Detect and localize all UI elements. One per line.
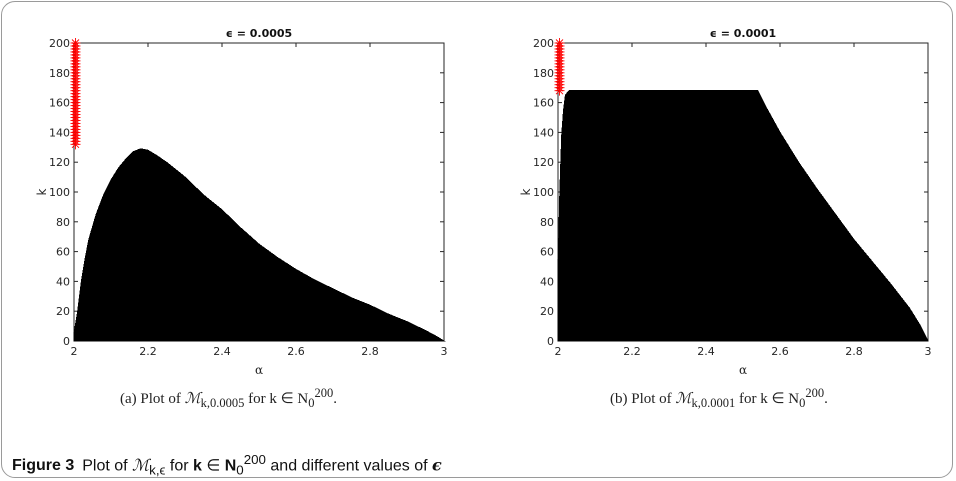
x-axis-label: α <box>255 363 263 377</box>
caption-variable: k <box>192 457 202 475</box>
y-tick-label: 200 <box>49 37 70 50</box>
x-axis-label: α <box>739 363 747 377</box>
subcaption-text: for k ∈ N <box>244 391 309 407</box>
x-tick-label: 2.4 <box>213 345 231 358</box>
feasible-region <box>557 90 929 342</box>
caption-symbol: ℳ <box>132 455 150 475</box>
feasible-region <box>73 148 446 342</box>
figure-label: Figure 3 <box>12 457 75 475</box>
x-tick-label: 2.8 <box>361 345 379 358</box>
caption-text: ∈ <box>201 457 225 475</box>
y-tick-label: 180 <box>533 67 554 80</box>
subcaption-symbol: ℳ <box>675 389 692 407</box>
y-tick-label: 80 <box>540 216 554 229</box>
y-tick-label: 140 <box>49 126 70 139</box>
subcaption-symbol: ℳ <box>184 389 201 407</box>
figure-caption: Figure 3 Plot of ℳk,ϵ for k ∈ N0200 and d… <box>12 452 442 478</box>
data-layer <box>554 38 929 342</box>
y-tick-label: 0 <box>547 335 554 348</box>
marker-stroke <box>555 39 564 47</box>
red-star-marker <box>70 38 81 48</box>
y-tick-label: 200 <box>533 37 554 50</box>
y-tick-label: 80 <box>56 216 70 229</box>
subcaption-subscript: 0 <box>308 396 315 410</box>
caption-superscript: 200 <box>243 452 266 467</box>
chart-title: ϵ = 0.0001 <box>710 27 776 40</box>
x-tick-label: 3 <box>441 345 448 358</box>
x-tick-label: 2.6 <box>771 345 789 358</box>
y-tick-label: 40 <box>540 275 554 288</box>
y-axis-label: k <box>35 188 49 195</box>
chart-epsilon-0-0001: ϵ = 0.0001 2 2.2 2.4 2.6 2.8 3 0 20 40 60 80 100 120… <box>519 27 932 377</box>
caption-text: for <box>165 457 193 475</box>
marker-stroke <box>71 39 80 47</box>
x-tick-label: 2.2 <box>139 345 157 358</box>
y-tick-label: 20 <box>56 305 70 318</box>
subcaption-a: (a) Plot of ℳk,0.0005 for k ∈ N0200. <box>120 386 337 411</box>
caption-subscript: k,ϵ <box>149 462 166 478</box>
red-star-marker <box>554 38 565 48</box>
subcaption-text: for k ∈ N <box>735 391 800 407</box>
caption-subscript: 0 <box>236 462 244 478</box>
chart-epsilon-0-0005: ϵ = 0.0005 2 2.2 2.4 2.6 2.8 3 0 20 40 60 80 100 120… <box>35 27 448 377</box>
x-tick-label: 2.2 <box>623 345 641 358</box>
y-tick-label: 160 <box>533 97 554 110</box>
y-tick-label: 180 <box>49 67 70 80</box>
y-tick-label: 0 <box>63 335 70 348</box>
y-tick-label: 160 <box>49 97 70 110</box>
x-tick-label: 2 <box>71 345 78 358</box>
subcaption-text: . <box>824 391 828 407</box>
x-tick-label: 2.8 <box>845 345 863 358</box>
x-tick-label: 2 <box>555 345 562 358</box>
y-tick-label: 20 <box>540 305 554 318</box>
chart-title: ϵ = 0.0005 <box>226 27 292 40</box>
subcaption-subscript: k,0.0005 <box>200 396 245 410</box>
y-tick-label: 100 <box>49 186 70 199</box>
subcaption-text: (b) Plot of <box>610 391 676 407</box>
y-tick-label: 100 <box>533 186 554 199</box>
caption-epsilon: ϵ <box>432 455 442 475</box>
subcaption-superscript: 200 <box>314 386 334 400</box>
tick-layer: 2 2.2 2.4 2.6 2.8 3 0 20 40 60 80 100 120 140 160 180 20… <box>49 37 448 358</box>
x-tick-label: 2.4 <box>697 345 715 358</box>
y-tick-label: 140 <box>533 126 554 139</box>
caption-text: and different values of <box>265 457 432 475</box>
caption-text: Plot of <box>82 457 133 475</box>
y-tick-label: 40 <box>56 275 70 288</box>
caption-variable: N <box>224 457 237 475</box>
y-tick-label: 60 <box>56 246 70 259</box>
subcaption-subscript: k,0.0001 <box>691 396 736 410</box>
y-tick-label: 60 <box>540 246 554 259</box>
tick-layer: 2 2.2 2.4 2.6 2.8 3 0 20 40 60 80 100 120 140 160 180 20… <box>533 37 932 358</box>
x-tick-label: 2.6 <box>287 345 305 358</box>
subcaption-text: . <box>333 391 338 407</box>
subcaption-b: (b) Plot of ℳk,0.0001 for k ∈ N0200. <box>610 386 828 411</box>
y-tick-label: 120 <box>533 156 554 169</box>
subcaption-superscript: 200 <box>805 386 825 400</box>
data-layer <box>70 38 446 342</box>
x-tick-label: 3 <box>925 345 932 358</box>
y-axis-label: k <box>519 188 533 195</box>
y-tick-label: 120 <box>49 156 70 169</box>
subcaption-text: (a) Plot of <box>120 391 185 407</box>
subcaption-subscript: 0 <box>799 396 806 410</box>
